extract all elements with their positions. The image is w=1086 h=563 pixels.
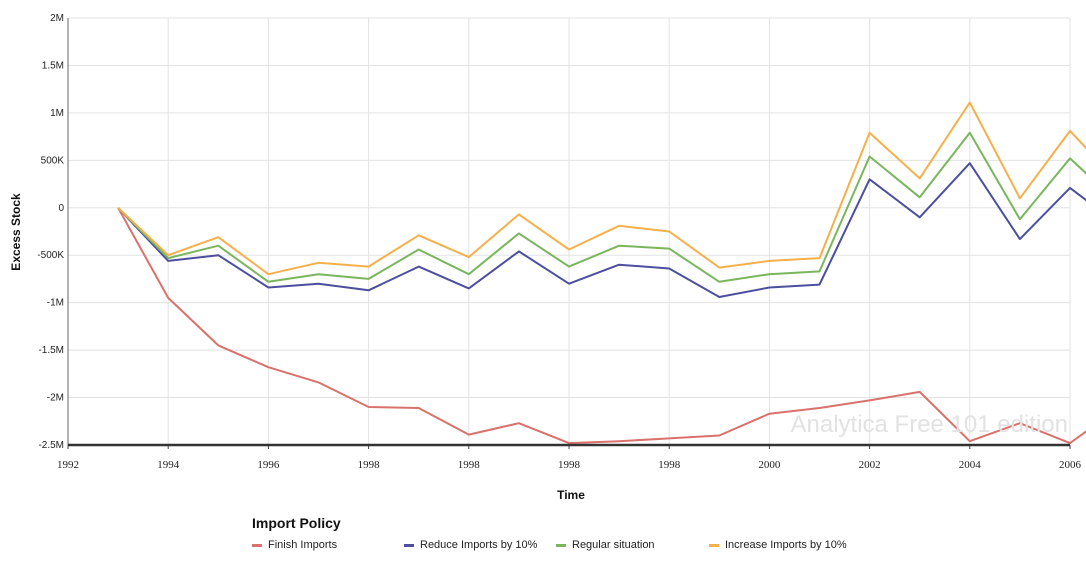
series-line-regular-situation bbox=[117, 131, 1086, 283]
legend-item: Regular situation bbox=[556, 539, 655, 551]
y-axis-title: Excess Stock bbox=[9, 193, 23, 271]
legend-label: Reduce Imports by 10% bbox=[420, 539, 538, 551]
legend-items: Finish Imports Reduce Imports by 10% Regul… bbox=[252, 539, 1052, 555]
y-tick-label: -2.5M bbox=[38, 440, 64, 451]
line-chart: 2M 1.5M 1M 500K 0 -500K -1M -1.5M -2M -2.5M 1992 19… bbox=[9, 13, 1086, 502]
x-tick-label: 2004 bbox=[959, 459, 982, 471]
y-tick-label: 1M bbox=[50, 108, 64, 119]
series-line-increase-imports-by-10- bbox=[117, 101, 1086, 276]
x-tick-label: 1998 bbox=[558, 459, 581, 471]
series-line-finish-imports bbox=[117, 207, 1086, 445]
legend-label: Regular situation bbox=[572, 539, 655, 551]
x-tick-label: 1994 bbox=[157, 459, 180, 471]
y-tick-label: 1.5M bbox=[42, 60, 64, 71]
x-tick-label: 1998 bbox=[658, 459, 681, 471]
y-tick-label: 500K bbox=[41, 155, 65, 166]
y-tick-label: -1M bbox=[47, 298, 64, 309]
legend-label: Increase Imports by 10% bbox=[725, 539, 847, 551]
y-tick-label: 0 bbox=[58, 203, 64, 214]
axes bbox=[67, 18, 1071, 449]
x-tick-label: 1996 bbox=[257, 459, 280, 471]
legend: Import Policy Finish Imports Reduce Impor… bbox=[252, 515, 1052, 555]
tick-labels: 2M 1.5M 1M 500K 0 -500K -1M -1.5M -2M -2.5M 1992 19… bbox=[37, 13, 1082, 471]
x-tick-label: 1998 bbox=[458, 459, 481, 471]
y-tick-label: -500K bbox=[37, 250, 64, 261]
series-layer bbox=[117, 101, 1086, 445]
legend-item: Reduce Imports by 10% bbox=[404, 539, 537, 551]
legend-title: Import Policy bbox=[252, 515, 341, 531]
y-tick-label: -1.5M bbox=[38, 345, 64, 356]
series-line-reduce-imports-by-10- bbox=[117, 162, 1086, 298]
y-tick-label: -2M bbox=[47, 393, 64, 404]
y-tick-label: 2M bbox=[50, 13, 64, 24]
x-tick-label: 2006 bbox=[1059, 459, 1082, 471]
legend-swatch bbox=[252, 543, 262, 547]
x-tick-label: 1998 bbox=[358, 459, 381, 471]
legend-item: Increase Imports by 10% bbox=[709, 539, 847, 551]
x-tick-label: 2002 bbox=[859, 459, 881, 471]
x-tick-label: 1992 bbox=[57, 459, 79, 471]
x-tick-label: 2000 bbox=[758, 459, 781, 471]
watermark: Analytica Free 101 edition bbox=[791, 411, 1069, 438]
legend-item: Finish Imports bbox=[252, 539, 337, 551]
legend-label: Finish Imports bbox=[268, 539, 338, 551]
x-axis-title: Time bbox=[557, 488, 585, 502]
legend-swatch bbox=[404, 543, 414, 547]
legend-swatch bbox=[709, 543, 719, 547]
legend-swatch bbox=[556, 543, 566, 547]
grid bbox=[68, 17, 1071, 446]
